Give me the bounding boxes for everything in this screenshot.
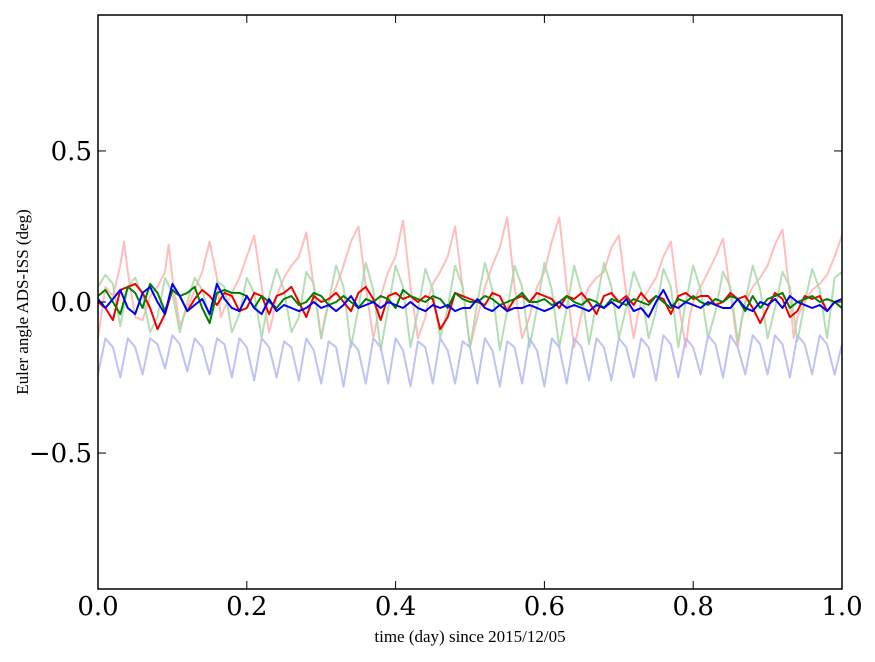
y-axis-label: Euler angle ADS-ISS (deg) xyxy=(13,209,32,395)
series-line-4 xyxy=(98,282,842,325)
x-tick-label: 0.4 xyxy=(375,592,416,622)
series-layer xyxy=(98,216,842,388)
x-tick-label: 0.0 xyxy=(77,592,118,622)
series-line-3 xyxy=(98,282,842,331)
x-tick-label: 0.6 xyxy=(524,592,565,622)
y-tick-label: 0.0 xyxy=(51,288,92,318)
x-tick-label: 1.0 xyxy=(821,592,862,622)
series-line-2 xyxy=(98,334,842,388)
tick-layer: 0.0 0.2 0.4 0.6 0.8 1.0 −0.5 0.0 0.5 xyxy=(29,15,863,622)
x-tick-label: 0.8 xyxy=(673,592,714,622)
y-tick-label: 0.5 xyxy=(51,137,92,167)
x-tick-label: 0.2 xyxy=(226,592,267,622)
series-line-5 xyxy=(98,282,842,319)
y-tick-label: −0.5 xyxy=(29,439,92,469)
x-axis-label: time (day) since 2015/12/05 xyxy=(374,627,565,646)
